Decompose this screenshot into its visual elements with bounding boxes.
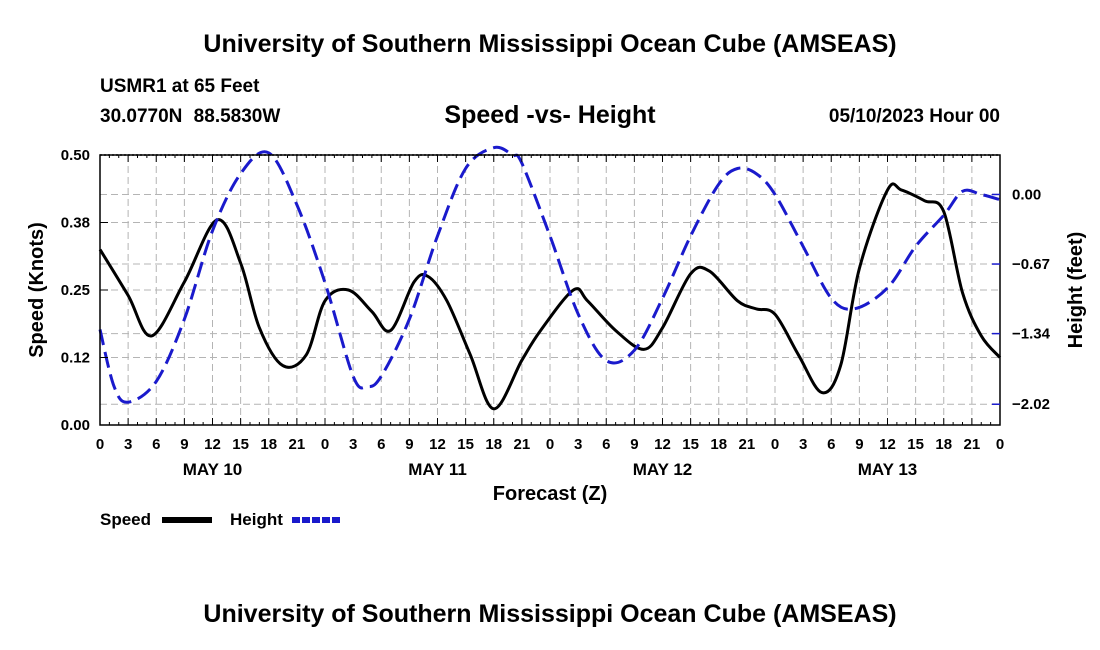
x-tick-label: 9 [180, 436, 188, 453]
axes: 0 3 6 9 12 15 18 21 0 3 6 9 12 15 18 21 0 3 6 9 12 15 18 21 0 3 6 9… [61, 147, 1051, 479]
footer-title: University of Southern Mississippi Ocean… [203, 600, 897, 628]
x-tick-label: 15 [682, 436, 699, 453]
forecast-issue-time: 05/10/2023 Hour 00 [828, 106, 1000, 127]
x-tick-label: 21 [964, 436, 981, 453]
x-tick-label: 3 [574, 436, 582, 453]
day-label: MAY 10 [183, 460, 243, 479]
series-layer [98, 145, 1002, 411]
station-coordinates: 30.0770N 88.5830W [100, 106, 281, 127]
chart-title: Speed -vs- Height [444, 101, 656, 129]
x-axis-label: Forecast (Z) [493, 483, 607, 505]
x-tick-label: 3 [799, 436, 807, 453]
x-tick-label: 6 [152, 436, 160, 453]
x-tick-label: 0 [996, 436, 1004, 453]
day-label: MAY 13 [858, 460, 918, 479]
x-tick-label: 21 [514, 436, 531, 453]
x-tick-label: 21 [739, 436, 756, 453]
y-tick-label: 0.25 [61, 282, 90, 299]
grid [100, 155, 1000, 425]
y2-tick-label: −2.02 [1012, 396, 1050, 413]
main-title: University of Southern Mississippi Ocean… [203, 30, 897, 58]
legend-speed-label: Speed [100, 510, 151, 529]
y-tick-label: 0.00 [61, 417, 90, 434]
x-tick-label: 18 [485, 436, 502, 453]
y-tick-label: 0.12 [61, 350, 90, 367]
x-tick-label: 12 [879, 436, 896, 453]
y2-tick-label: 0.00 [1012, 186, 1041, 203]
x-tick-label: 18 [260, 436, 277, 453]
x-tick-label: 0 [546, 436, 554, 453]
y2-tick-label: −0.67 [1012, 256, 1050, 273]
speed-series-line [98, 182, 1002, 411]
legend: Speed Height [100, 510, 342, 529]
y2-tick-label: −1.34 [1012, 326, 1051, 343]
height-series-line [98, 145, 1001, 404]
x-tick-label: 9 [630, 436, 638, 453]
x-tick-label: 6 [602, 436, 610, 453]
x-tick-label: 0 [321, 436, 329, 453]
x-tick-label: 18 [710, 436, 727, 453]
x-tick-label: 6 [377, 436, 385, 453]
x-tick-label: 12 [654, 436, 671, 453]
y-axis-label: Speed (Knots) [26, 222, 48, 358]
x-tick-label: 15 [232, 436, 249, 453]
y-tick-label: 0.38 [61, 215, 90, 232]
x-tick-label: 18 [935, 436, 952, 453]
x-tick-label: 0 [96, 436, 104, 453]
x-tick-label: 6 [827, 436, 835, 453]
x-tick-label: 3 [349, 436, 357, 453]
x-tick-label: 12 [204, 436, 221, 453]
x-tick-label: 9 [855, 436, 863, 453]
x-tick-label: 3 [124, 436, 132, 453]
x-tick-label: 15 [907, 436, 924, 453]
legend-height-label: Height [230, 510, 283, 529]
station-label: USMR1 at 65 Feet [100, 76, 260, 97]
y-tick-label: 0.50 [61, 147, 90, 164]
x-tick-label: 9 [405, 436, 413, 453]
x-tick-label: 0 [771, 436, 779, 453]
y2-axis-label: Height (feet) [1065, 232, 1087, 349]
x-tick-label: 12 [429, 436, 446, 453]
day-label: MAY 11 [408, 460, 467, 479]
day-label: MAY 12 [633, 460, 693, 479]
x-tick-label: 15 [457, 436, 474, 453]
x-tick-label: 21 [289, 436, 306, 453]
